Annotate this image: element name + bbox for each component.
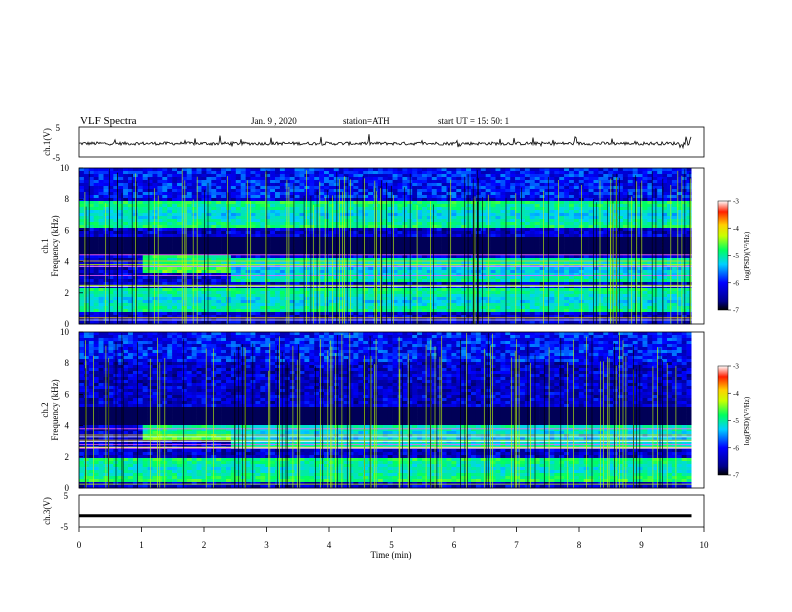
ch1-ylabel: ch.1(V) bbox=[42, 128, 52, 156]
ch1-spectrogram-frame bbox=[78, 167, 705, 325]
time-tick-label-9: 9 bbox=[639, 540, 644, 550]
ch1-spectrogram-image bbox=[79, 168, 704, 325]
time-tick-label-10: 10 bbox=[700, 540, 710, 550]
spec1-yticks-label-2: 2 bbox=[65, 288, 70, 298]
cb1-ticks-label--7: -7 bbox=[733, 307, 739, 315]
header-start-time: start UT = 15: 50: 1 bbox=[438, 116, 509, 126]
time-tick-label-7: 7 bbox=[514, 540, 519, 550]
ch2-spectrogram-yticks: 0 2 4 6 8 10 bbox=[60, 327, 83, 493]
cb2-ticks-label--4: -4 bbox=[733, 390, 739, 398]
cb1-ticks-label--3: -3 bbox=[733, 198, 739, 206]
header-date: Jan. 9 , 2020 bbox=[251, 116, 297, 126]
spec2-narrowband-lines bbox=[79, 428, 692, 485]
spec1-sferics bbox=[84, 168, 691, 324]
cb1-ticks-label--4: -4 bbox=[733, 225, 739, 233]
spec1-cells bbox=[79, 168, 692, 325]
ch3-waveform-panel: 5 -5 ch.3(V) 0 1 2 3 4 5 6 7 8 9 10 Time (min) bbox=[42, 491, 709, 560]
time-axis-ticks: 0 1 2 3 4 5 6 7 8 9 10 bbox=[77, 527, 709, 550]
ch1-ytick-bottom: -5 bbox=[53, 153, 61, 163]
spec1-yticks-label-10: 10 bbox=[60, 163, 70, 173]
time-tick-label-0: 0 bbox=[77, 540, 82, 550]
ch2-colorbar-label: log(PSD)(V²/Hz) bbox=[743, 396, 751, 445]
spec1-yticks-label-6: 6 bbox=[65, 225, 70, 235]
ch1-spectrogram-ylabel: Frequency (kHz) bbox=[50, 215, 60, 276]
cb2-ticks-label--6: -6 bbox=[733, 444, 739, 452]
ch1-waveform-panel: 5 -5 ch.1(V) bbox=[42, 123, 705, 163]
header-station: station=ATH bbox=[343, 116, 390, 126]
spec1-yticks-label-0: 0 bbox=[65, 319, 70, 329]
spec2-yticks-label-4: 4 bbox=[65, 421, 70, 431]
ch1-spectrogram-ylabel-channel: ch.1 bbox=[40, 238, 50, 253]
ch3-ytick-bottom: -5 bbox=[61, 522, 69, 532]
spec2-yticks-label-0: 0 bbox=[65, 483, 70, 493]
time-axis-label: Time (min) bbox=[371, 550, 412, 560]
cb2-ticks-label--7: -7 bbox=[733, 472, 739, 480]
spec1-yticks-label-4: 4 bbox=[65, 257, 70, 267]
cb2-ticks-label--5: -5 bbox=[733, 417, 739, 425]
time-tick-label-6: 6 bbox=[452, 540, 457, 550]
ch2-spectrogram-image bbox=[79, 332, 704, 489]
time-tick-label-3: 3 bbox=[264, 540, 269, 550]
ch3-ytick-top: 5 bbox=[64, 491, 69, 501]
figure-title: VLF Spectra bbox=[80, 115, 137, 127]
spec2-sferics bbox=[85, 332, 677, 488]
ch2-colorbar-ticks: -3 -4 -5 -6 -7 bbox=[728, 363, 739, 480]
cb1-ticks-label--5: -5 bbox=[733, 252, 739, 260]
ch3-waveform-frame bbox=[78, 494, 705, 528]
cb2-ticks-label--3: -3 bbox=[733, 363, 739, 371]
ch2-spectrogram-ylabel-channel: ch.2 bbox=[40, 402, 50, 417]
ch1-colorbar-label: log(PSD)(V²/Hz) bbox=[743, 231, 751, 280]
spec1-yticks-label-8: 8 bbox=[65, 194, 70, 204]
time-tick-label-2: 2 bbox=[202, 540, 207, 550]
ch1-colorbar-ticks: -3 -4 -5 -6 -7 bbox=[728, 198, 739, 315]
ch2-colorbar bbox=[717, 365, 729, 476]
time-tick-label-4: 4 bbox=[327, 540, 332, 550]
ch1-waveform-line bbox=[78, 134, 692, 150]
spec2-yticks-label-6: 6 bbox=[65, 389, 70, 399]
spec2-yticks-label-8: 8 bbox=[65, 358, 70, 368]
ch1-spectrogram-yticks: 0 2 4 6 8 10 bbox=[60, 163, 83, 329]
ch1-waveform-frame bbox=[78, 126, 705, 158]
ch2-spectrogram-ylabel: Frequency (kHz) bbox=[50, 379, 60, 440]
cb1-ticks-label--6: -6 bbox=[733, 279, 739, 287]
ch1-ytick-top: 5 bbox=[56, 123, 61, 133]
spec2-cells bbox=[79, 332, 692, 489]
ch2-spectrogram-frame bbox=[78, 331, 705, 489]
spec1-narrowband-lines bbox=[79, 254, 692, 321]
ch1-colorbar bbox=[717, 200, 729, 311]
time-tick-label-5: 5 bbox=[389, 540, 394, 550]
time-tick-label-1: 1 bbox=[139, 540, 144, 550]
ch3-ylabel: ch.3(V) bbox=[42, 497, 52, 525]
spec2-yticks-label-10: 10 bbox=[60, 327, 70, 337]
time-tick-label-8: 8 bbox=[577, 540, 582, 550]
spec2-yticks-label-2: 2 bbox=[65, 452, 70, 462]
